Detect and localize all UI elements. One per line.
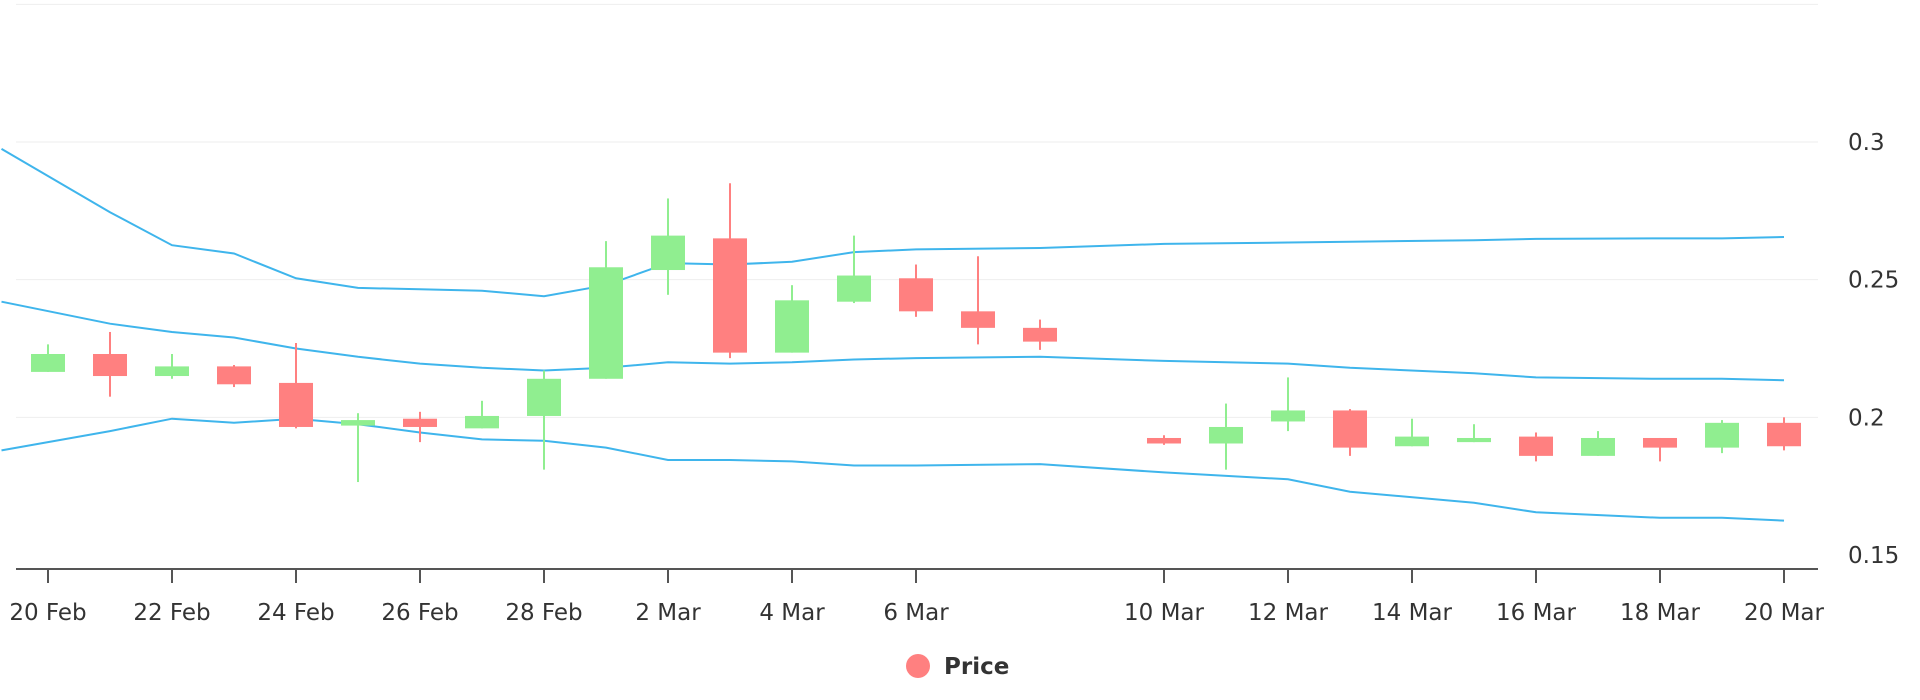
candle-body — [961, 311, 995, 328]
candle-body — [1333, 410, 1367, 448]
y-tick-label: 0.25 — [1848, 268, 1899, 294]
x-axis: 20 Feb 22 Feb 24 Feb 26 Feb 28 Feb 2 Mar 4 Mar… — [9, 568, 1825, 626]
candle[interactable] — [1581, 431, 1615, 456]
candle-body — [775, 300, 809, 353]
candle-body — [217, 366, 251, 385]
candle-body — [1519, 436, 1553, 456]
y-tick-label: 0.2 — [1848, 405, 1885, 431]
candle[interactable] — [1519, 432, 1553, 462]
candle[interactable] — [403, 411, 437, 443]
candle[interactable] — [1395, 418, 1429, 447]
candle[interactable] — [1023, 319, 1057, 350]
candle[interactable] — [465, 400, 499, 429]
candle[interactable] — [651, 198, 685, 295]
candle-body — [1767, 422, 1801, 447]
candle[interactable] — [279, 342, 313, 429]
legend-label-price: Price — [944, 654, 1009, 680]
x-tick-label: 22 Feb — [133, 600, 210, 626]
candle[interactable] — [1333, 409, 1367, 456]
candle-body — [1147, 437, 1181, 444]
candle-body — [837, 275, 871, 302]
x-tick-label: 26 Feb — [381, 600, 458, 626]
candle[interactable] — [93, 331, 127, 397]
x-tick-label: 24 Feb — [257, 600, 334, 626]
candle[interactable] — [1705, 420, 1739, 454]
candle-body — [1209, 426, 1243, 444]
candle[interactable] — [775, 285, 809, 353]
x-tick-label: 20 Feb — [9, 600, 86, 626]
candle[interactable] — [1209, 403, 1243, 470]
grid-lines — [16, 3, 1818, 418]
x-tick-label: 6 Mar — [883, 600, 949, 626]
x-tick-label: 12 Mar — [1248, 600, 1329, 626]
candle-body — [1705, 422, 1739, 448]
candle-body — [527, 378, 561, 416]
x-tick-label: 2 Mar — [635, 600, 701, 626]
candle-body — [1023, 327, 1057, 342]
y-tick-label: 0.15 — [1848, 543, 1899, 569]
band-middle-line — [1, 300, 1785, 382]
candle-body — [403, 418, 437, 427]
x-tick-label: 10 Mar — [1124, 600, 1205, 626]
candle-body — [713, 238, 747, 353]
candle-body — [1457, 437, 1491, 443]
y-tick-label: 0.3 — [1848, 130, 1885, 156]
candle[interactable] — [837, 235, 871, 304]
candle[interactable] — [589, 241, 623, 379]
legend-marker — [906, 654, 930, 678]
candle-body — [1271, 410, 1305, 422]
candles — [31, 183, 1801, 483]
candle-body — [589, 267, 623, 379]
candle[interactable] — [1271, 377, 1305, 432]
x-tick-label: 16 Mar — [1496, 600, 1577, 626]
y-axis-labels: 0.15 0.2 0.25 0.3 — [1848, 130, 1899, 569]
candle-body — [1643, 437, 1677, 448]
candle[interactable] — [713, 183, 747, 359]
band-upper-line — [0, 148, 1785, 298]
candle[interactable] — [1457, 424, 1491, 443]
candle-body — [899, 278, 933, 312]
band-lower-line — [1, 417, 1785, 522]
legend[interactable]: Price — [906, 654, 1009, 680]
candle[interactable] — [1767, 417, 1801, 451]
candle-body — [1581, 437, 1615, 456]
x-tick-label: 14 Mar — [1372, 600, 1453, 626]
x-tick-label: 4 Mar — [759, 600, 825, 626]
candle[interactable] — [899, 264, 933, 317]
candle-body — [651, 235, 685, 271]
candle[interactable] — [961, 256, 995, 345]
candle-body — [465, 415, 499, 429]
x-tick-label: 20 Mar — [1744, 600, 1825, 626]
candle-body — [31, 354, 65, 372]
candle[interactable] — [31, 344, 65, 372]
candle[interactable] — [527, 370, 561, 470]
candle-body — [155, 366, 189, 377]
candle-body — [93, 354, 127, 377]
candle[interactable] — [217, 365, 251, 388]
candle[interactable] — [155, 354, 189, 379]
bollinger-bands — [0, 148, 1785, 522]
candle[interactable] — [341, 413, 375, 483]
x-tick-label: 28 Feb — [505, 600, 582, 626]
candle-body — [279, 382, 313, 427]
candle-body — [1395, 436, 1429, 447]
candle[interactable] — [1147, 435, 1181, 445]
x-tick-label: 18 Mar — [1620, 600, 1701, 626]
candle-body — [341, 420, 375, 426]
candle[interactable] — [1643, 437, 1677, 462]
